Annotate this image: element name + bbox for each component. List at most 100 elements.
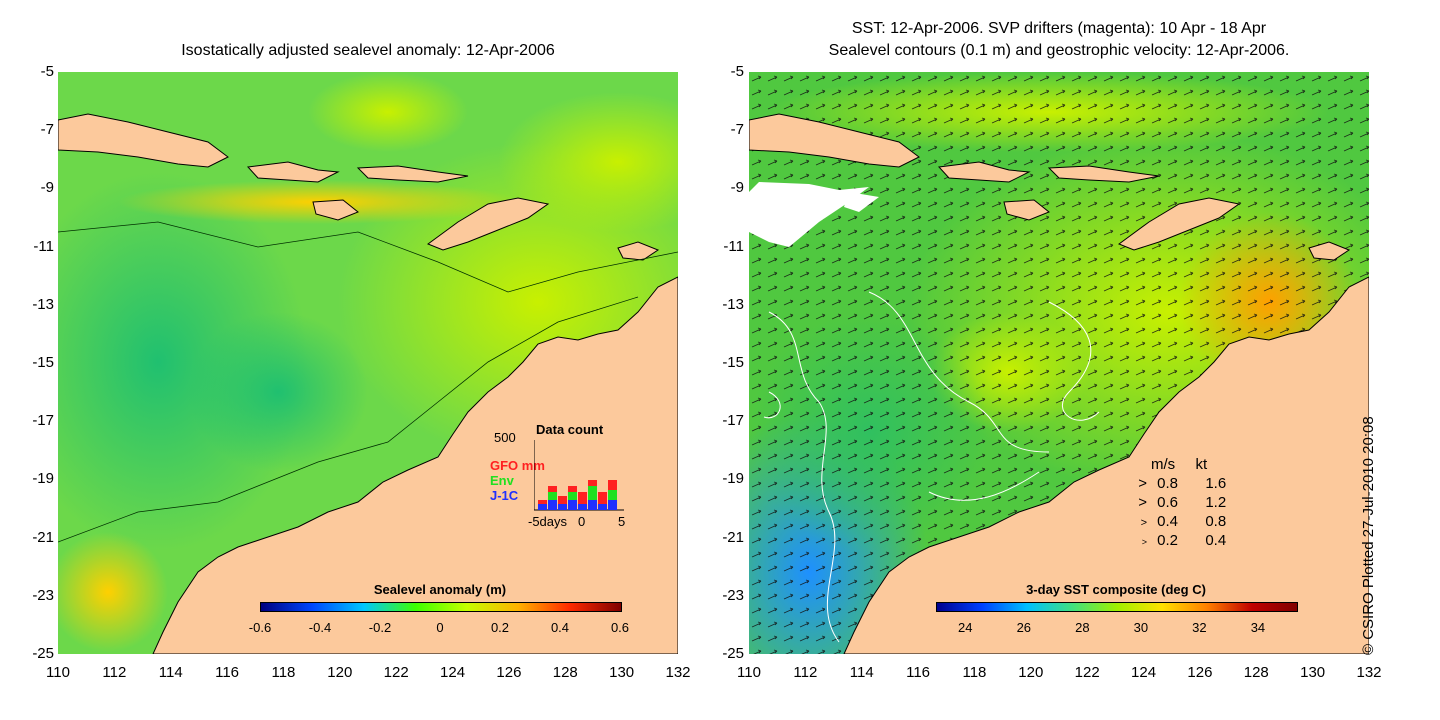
- right-x-tick-label: 122: [1074, 664, 1100, 681]
- velocity-legend-ms-header: m/s: [1151, 456, 1176, 473]
- data-count-ymax: 500: [494, 430, 516, 445]
- sla-colorbar-tick: 0.2: [490, 620, 510, 635]
- left-y-tick-label: -17: [32, 412, 54, 430]
- data-count-x-start: -5days: [528, 514, 568, 529]
- left-x-tick-label: 128: [552, 664, 578, 681]
- legend-gfo: GFO mm: [490, 458, 545, 473]
- flores-island: [356, 165, 469, 183]
- velocity-legend-row: > 0.4 0.8: [1140, 513, 1227, 530]
- data-count-x-zero: 0: [578, 514, 586, 529]
- right-y-tick-label: -7: [730, 121, 744, 139]
- sumba-island: [312, 199, 359, 221]
- left-y-tick-label: -7: [40, 121, 54, 139]
- legend-j1c: J-1C: [490, 488, 519, 503]
- sla-colorbar-tick: -0.2: [368, 620, 392, 635]
- sla-colorbar-tick: 0.6: [610, 620, 630, 635]
- left-x-tick-label: 118: [271, 664, 296, 681]
- left-x-tick-label: 116: [215, 664, 240, 681]
- right-x-tick-label: 128: [1243, 664, 1269, 681]
- java-island: [749, 113, 920, 168]
- sst-colorbar-tick: 24: [958, 620, 973, 635]
- left-map-title: Isostatically adjusted sealevel anomaly:…: [181, 42, 555, 59]
- timor-small-island: [617, 241, 660, 261]
- sealevel-anomaly-map: [58, 72, 678, 654]
- flores-island: [1047, 165, 1160, 183]
- right-y-tick-label: -11: [723, 237, 744, 255]
- left-x-tick-label: 110: [46, 664, 70, 681]
- timor-small-island: [1308, 241, 1351, 261]
- sla-colorbar-tick: -0.4: [308, 620, 332, 635]
- sla-colorbar-tick: -0.6: [248, 620, 272, 635]
- sumbawa-island: [937, 161, 1031, 183]
- left-y-tick-label: -13: [32, 295, 54, 313]
- right-y-tick-label: -5: [730, 63, 744, 80]
- right-x-tick-label: 124: [1131, 664, 1157, 681]
- timor-island: [1117, 197, 1241, 251]
- right-x-tick-label: 112: [793, 664, 818, 681]
- left-y-tick-label: -5: [40, 63, 54, 80]
- left-x-tick-label: 124: [440, 664, 466, 681]
- right-x-tick-label: 116: [906, 664, 931, 681]
- left-y-tick-label: -19: [32, 470, 54, 488]
- left-x-tick-label: 122: [383, 664, 409, 681]
- right-map-title-line2: Sealevel contours (0.1 m) and geostrophi…: [828, 42, 1290, 59]
- right-y-tick-label: -19: [722, 470, 744, 488]
- sealevel-contours: [763, 291, 1100, 643]
- sst-colorbar-tick: 34: [1250, 620, 1266, 635]
- sst-colorbar: [936, 602, 1298, 612]
- right-y-tick-label: -9: [730, 179, 744, 197]
- right-x-tick-label: 120: [1018, 664, 1044, 681]
- right-x-tick-label: 126: [1187, 664, 1213, 681]
- velocity-legend-kt-header: kt: [1195, 456, 1208, 473]
- left-x-tick-label: 130: [609, 664, 635, 681]
- right-map-title-line1: SST: 12-Apr-2006. SVP drifters (magenta)…: [851, 20, 1267, 37]
- sla-colorbar-title: Sealevel anomaly (m): [373, 582, 507, 597]
- left-y-tick-label: -23: [32, 586, 54, 604]
- left-x-tick-label: 120: [327, 664, 353, 681]
- legend-env: Env: [490, 473, 514, 488]
- right-x-tick-label: 114: [849, 664, 874, 681]
- right-y-tick-label: -15: [722, 354, 744, 371]
- right-y-tick-label: -17: [722, 412, 744, 430]
- sst-colorbar-tick: 32: [1192, 620, 1207, 635]
- sla-colorbar: [260, 602, 622, 612]
- java-island: [58, 113, 229, 168]
- data-count-inset: Data count 500 GFO mm Env J-1C -5days 0 …: [490, 420, 640, 530]
- right-y-tick-label: -23: [722, 586, 744, 604]
- sst-colorbar-tick: 28: [1075, 620, 1090, 635]
- sst-colorbar-tick: 30: [1133, 620, 1149, 635]
- velocity-legend: m/s kt > 0.8 1.6 > 0.6 1.2 > 0.4 0.8 > 0…: [1125, 456, 1226, 551]
- right-y-tick-label: -25: [722, 645, 744, 662]
- cloud-masks: [749, 182, 879, 247]
- velocity-legend-row: > 0.8 1.6: [1138, 475, 1227, 492]
- timor-island: [426, 197, 550, 251]
- left-x-tick-label: 112: [102, 664, 127, 681]
- sst-colorbar-title: 3-day SST composite (deg C): [1026, 582, 1206, 597]
- data-count-title: Data count: [536, 422, 604, 437]
- data-count-x-end: 5: [618, 514, 626, 529]
- sla-colorbar-tick: 0: [436, 620, 444, 635]
- right-x-tick-label: 132: [1356, 664, 1382, 681]
- left-y-tick-label: -21: [32, 528, 54, 546]
- left-y-tick-label: -25: [32, 645, 54, 662]
- australia-landmass: [843, 276, 1369, 654]
- copyright-label: © CSIRO Plotted 27-Jul-2010 20:08: [1360, 416, 1377, 655]
- sumbawa-island: [246, 161, 340, 183]
- sst-colorbar-tick: 26: [1016, 620, 1032, 635]
- left-y-tick-label: -15: [32, 354, 54, 371]
- australia-landmass: [152, 276, 678, 654]
- velocity-legend-row: > 0.6 1.2: [1138, 494, 1227, 511]
- left-x-tick-label: 132: [665, 664, 691, 681]
- right-x-tick-label: 118: [962, 664, 987, 681]
- sla-colorbar-tick: 0.4: [550, 620, 570, 635]
- data-count-bars: [538, 480, 617, 510]
- right-y-tick-label: -21: [722, 528, 744, 546]
- left-x-tick-label: 114: [158, 664, 183, 681]
- left-y-tick-label: -9: [40, 179, 54, 197]
- velocity-legend-row: > 0.2 0.4: [1141, 532, 1227, 549]
- sumba-island: [1003, 199, 1050, 221]
- sst-velocity-map: [749, 72, 1369, 654]
- right-y-tick-label: -13: [722, 295, 744, 313]
- left-x-tick-label: 126: [496, 664, 522, 681]
- left-y-tick-label: -11: [33, 237, 54, 255]
